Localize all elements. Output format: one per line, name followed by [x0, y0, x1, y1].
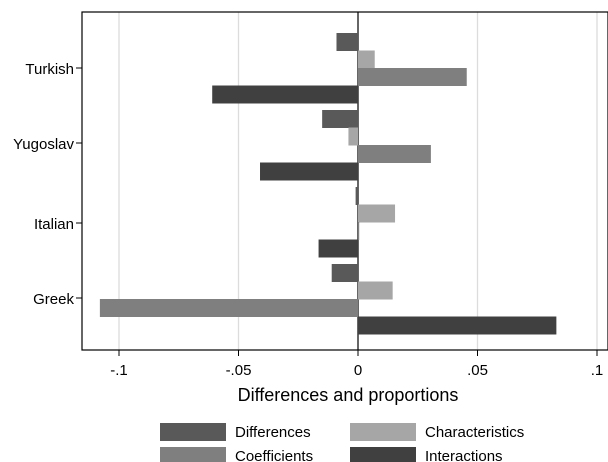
bar-yugoslav-interactions [260, 162, 358, 181]
x-axis-title: Differences and proportions [238, 385, 459, 405]
legend-swatch-interactions [350, 447, 416, 462]
grid-lines [118, 12, 598, 350]
bar-turkish-interactions [212, 85, 358, 104]
bar-italian-characteristics [358, 204, 396, 223]
legend-label-interactions: Interactions [425, 448, 503, 462]
bars [99, 33, 557, 335]
legend-label-coefficients: Coefficients [235, 448, 313, 462]
category-label: Italian [34, 216, 74, 233]
bar-yugoslav-characteristics [348, 127, 358, 146]
y-axis-categories: Turkish Yugoslav Italian Greek [13, 61, 82, 308]
x-tick-label: .1 [591, 362, 604, 379]
bar-yugoslav-coefficients [358, 145, 431, 163]
legend-swatch-characteristics [350, 423, 416, 441]
bar-yugoslav-differences [322, 110, 358, 128]
x-tick-label: 0 [354, 362, 362, 379]
legend-swatch-differences [160, 423, 226, 441]
x-tick-label: -.1 [110, 362, 128, 379]
x-axis-ticks: -.1 -.05 0 .05 .1 [110, 350, 603, 379]
bar-italian-interactions [318, 239, 358, 258]
plot-frame [81, 11, 608, 351]
category-label: Yugoslav [13, 136, 74, 153]
bar-greek-interactions [358, 316, 557, 335]
bar-greek-characteristics [358, 281, 393, 300]
bar-greek-coefficients [99, 299, 358, 317]
bar-turkish-coefficients [358, 68, 467, 86]
bar-italian-coefficients [358, 222, 360, 240]
x-tick-label: .05 [467, 362, 488, 379]
bar-turkish-differences [336, 33, 358, 51]
bar-greek-differences [331, 264, 358, 282]
x-tick-label: -.05 [226, 362, 252, 379]
category-label: Greek [33, 291, 74, 308]
bar-turkish-characteristics [358, 50, 375, 69]
category-label: Turkish [25, 61, 74, 78]
legend-label-characteristics: Characteristics [425, 424, 524, 441]
bar-italian-differences [355, 187, 358, 205]
legend: Differences Characteristics Coefficients In… [160, 423, 524, 462]
legend-label-differences: Differences [235, 424, 311, 441]
legend-swatch-coefficients [160, 447, 226, 462]
